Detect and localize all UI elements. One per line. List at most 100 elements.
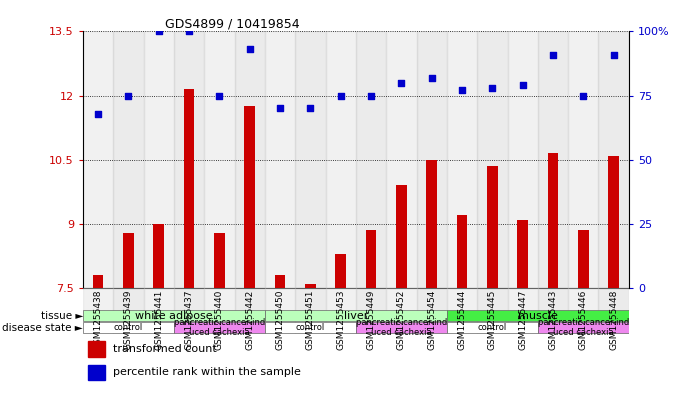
Point — [305, 105, 316, 112]
Text: control: control — [477, 323, 507, 332]
Bar — [113, 288, 144, 334]
Point — [486, 85, 498, 91]
Text: GSM1255442: GSM1255442 — [245, 290, 254, 350]
Bar — [356, 31, 386, 288]
Bar — [447, 322, 538, 333]
Bar — [234, 288, 265, 334]
Bar — [447, 288, 477, 334]
Point — [547, 51, 558, 58]
Text: pancreatic cancer-ind
uced cachexia: pancreatic cancer-ind uced cachexia — [538, 318, 629, 337]
Text: pancreatic cancer-ind
uced cachexia: pancreatic cancer-ind uced cachexia — [173, 318, 265, 337]
Bar — [417, 31, 447, 288]
Text: GSM1255445: GSM1255445 — [488, 290, 497, 350]
Bar — [356, 288, 386, 334]
Bar — [426, 160, 437, 288]
Text: GSM1255437: GSM1255437 — [184, 290, 193, 350]
Text: GSM1255453: GSM1255453 — [337, 290, 346, 350]
Point — [335, 92, 346, 99]
Text: GSM1255451: GSM1255451 — [306, 290, 315, 350]
Text: pancreatic cancer-ind
uced cachexia: pancreatic cancer-ind uced cachexia — [356, 318, 447, 337]
Bar — [83, 310, 265, 321]
Bar — [93, 275, 104, 288]
Bar — [477, 288, 507, 334]
Bar — [598, 288, 629, 334]
Bar — [295, 288, 325, 334]
Bar — [265, 31, 295, 288]
Bar — [366, 230, 377, 288]
Bar — [487, 166, 498, 288]
Text: GSM1255440: GSM1255440 — [215, 290, 224, 350]
Point — [426, 75, 437, 81]
Text: GSM1255438: GSM1255438 — [93, 290, 102, 350]
Bar — [265, 310, 447, 321]
Point — [214, 92, 225, 99]
Bar — [214, 233, 225, 288]
Point — [93, 110, 104, 117]
Point — [608, 51, 619, 58]
Text: disease state ►: disease state ► — [2, 323, 83, 332]
Bar — [538, 288, 568, 334]
Bar — [174, 322, 265, 333]
Point — [184, 28, 195, 35]
Bar — [568, 31, 598, 288]
Bar — [507, 288, 538, 334]
Bar — [113, 31, 144, 288]
Point — [457, 87, 468, 94]
Point — [396, 80, 407, 86]
Bar — [88, 342, 105, 357]
Text: GSM1255449: GSM1255449 — [366, 290, 375, 350]
Bar — [174, 288, 205, 334]
Point — [274, 105, 285, 112]
Bar — [356, 322, 447, 333]
Bar — [83, 322, 174, 333]
Text: GDS4899 / 10419854: GDS4899 / 10419854 — [164, 17, 299, 30]
Bar — [578, 230, 589, 288]
Bar — [325, 31, 356, 288]
Bar — [477, 31, 507, 288]
Bar — [417, 288, 447, 334]
Bar — [598, 31, 629, 288]
Bar — [275, 275, 285, 288]
Text: GSM1255450: GSM1255450 — [276, 290, 285, 350]
Bar — [538, 31, 568, 288]
Bar — [518, 220, 528, 288]
Bar — [234, 31, 265, 288]
Text: GSM1255439: GSM1255439 — [124, 290, 133, 350]
Text: GSM1255448: GSM1255448 — [609, 290, 618, 350]
Bar — [153, 224, 164, 288]
Bar — [538, 322, 629, 333]
Text: GSM1255454: GSM1255454 — [427, 290, 436, 350]
Text: GSM1255441: GSM1255441 — [154, 290, 163, 350]
Bar — [447, 31, 477, 288]
Bar — [295, 31, 325, 288]
Bar — [386, 288, 417, 334]
Bar — [174, 31, 205, 288]
Text: control: control — [114, 323, 143, 332]
Bar — [608, 156, 619, 288]
Text: GSM1255452: GSM1255452 — [397, 290, 406, 350]
Bar — [144, 288, 174, 334]
Point — [153, 28, 164, 35]
Bar — [83, 31, 113, 288]
Point — [366, 92, 377, 99]
Text: GSM1255444: GSM1255444 — [457, 290, 466, 350]
Text: GSM1255443: GSM1255443 — [549, 290, 558, 350]
Point — [517, 82, 528, 88]
Point — [578, 92, 589, 99]
Bar — [457, 215, 467, 288]
Bar — [245, 107, 255, 288]
Text: GSM1255447: GSM1255447 — [518, 290, 527, 350]
Bar — [265, 288, 295, 334]
Bar — [335, 254, 346, 288]
Bar — [265, 322, 356, 333]
Bar — [88, 365, 105, 380]
Bar — [83, 288, 113, 334]
Bar — [144, 31, 174, 288]
Text: control: control — [296, 323, 325, 332]
Point — [123, 92, 134, 99]
Bar — [507, 31, 538, 288]
Text: liver: liver — [343, 310, 368, 321]
Text: percentile rank within the sample: percentile rank within the sample — [113, 367, 301, 377]
Text: GSM1255446: GSM1255446 — [579, 290, 588, 350]
Bar — [305, 284, 316, 288]
